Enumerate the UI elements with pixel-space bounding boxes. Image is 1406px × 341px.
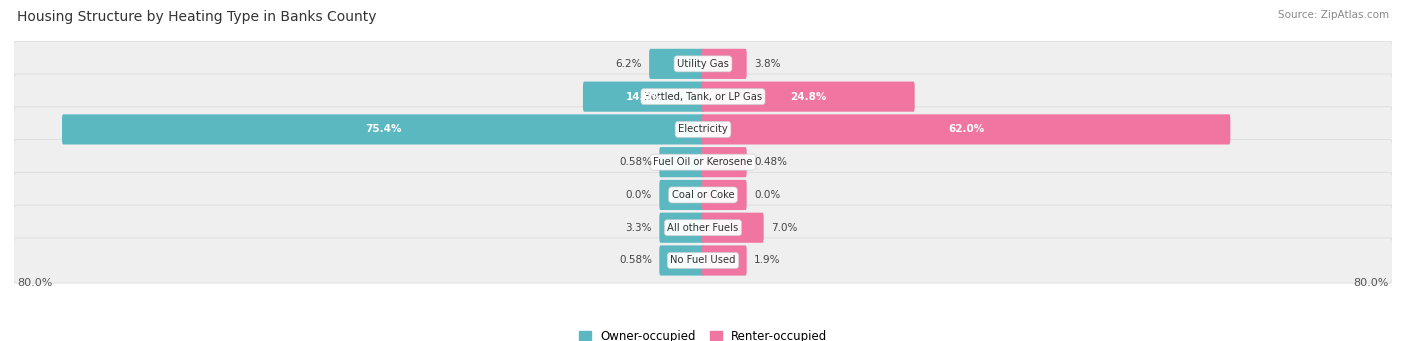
Text: Fuel Oil or Kerosene: Fuel Oil or Kerosene [654,157,752,167]
FancyBboxPatch shape [13,107,1393,152]
FancyBboxPatch shape [659,213,704,243]
Text: 0.48%: 0.48% [754,157,787,167]
FancyBboxPatch shape [13,74,1393,119]
Text: 6.2%: 6.2% [616,59,643,69]
Text: 14.0%: 14.0% [626,92,662,102]
Text: All other Fuels: All other Fuels [668,223,738,233]
Text: 0.58%: 0.58% [619,255,652,266]
Text: 1.9%: 1.9% [754,255,780,266]
FancyBboxPatch shape [659,180,704,210]
FancyBboxPatch shape [702,246,747,276]
Text: Electricity: Electricity [678,124,728,134]
FancyBboxPatch shape [702,114,1230,145]
FancyBboxPatch shape [702,147,747,177]
Text: 80.0%: 80.0% [1353,279,1389,288]
Text: Utility Gas: Utility Gas [678,59,728,69]
Text: 0.0%: 0.0% [754,190,780,200]
Text: 0.58%: 0.58% [619,157,652,167]
FancyBboxPatch shape [62,114,704,145]
FancyBboxPatch shape [13,238,1393,283]
Text: 3.8%: 3.8% [754,59,780,69]
Text: Source: ZipAtlas.com: Source: ZipAtlas.com [1278,10,1389,20]
FancyBboxPatch shape [659,246,704,276]
FancyBboxPatch shape [650,49,704,79]
Text: 62.0%: 62.0% [948,124,984,134]
FancyBboxPatch shape [13,172,1393,218]
FancyBboxPatch shape [13,205,1393,250]
Text: 75.4%: 75.4% [366,124,401,134]
FancyBboxPatch shape [583,81,704,112]
Text: No Fuel Used: No Fuel Used [671,255,735,266]
FancyBboxPatch shape [702,81,915,112]
FancyBboxPatch shape [659,147,704,177]
Text: 7.0%: 7.0% [770,223,797,233]
Text: 0.0%: 0.0% [626,190,652,200]
FancyBboxPatch shape [13,41,1393,87]
Text: Housing Structure by Heating Type in Banks County: Housing Structure by Heating Type in Ban… [17,10,377,24]
FancyBboxPatch shape [702,49,747,79]
FancyBboxPatch shape [702,180,747,210]
Text: 3.3%: 3.3% [626,223,652,233]
Text: Coal or Coke: Coal or Coke [672,190,734,200]
Text: Bottled, Tank, or LP Gas: Bottled, Tank, or LP Gas [644,92,762,102]
Text: 80.0%: 80.0% [17,279,53,288]
Legend: Owner-occupied, Renter-occupied: Owner-occupied, Renter-occupied [579,330,827,341]
FancyBboxPatch shape [702,213,763,243]
FancyBboxPatch shape [13,139,1393,185]
Text: 24.8%: 24.8% [790,92,827,102]
